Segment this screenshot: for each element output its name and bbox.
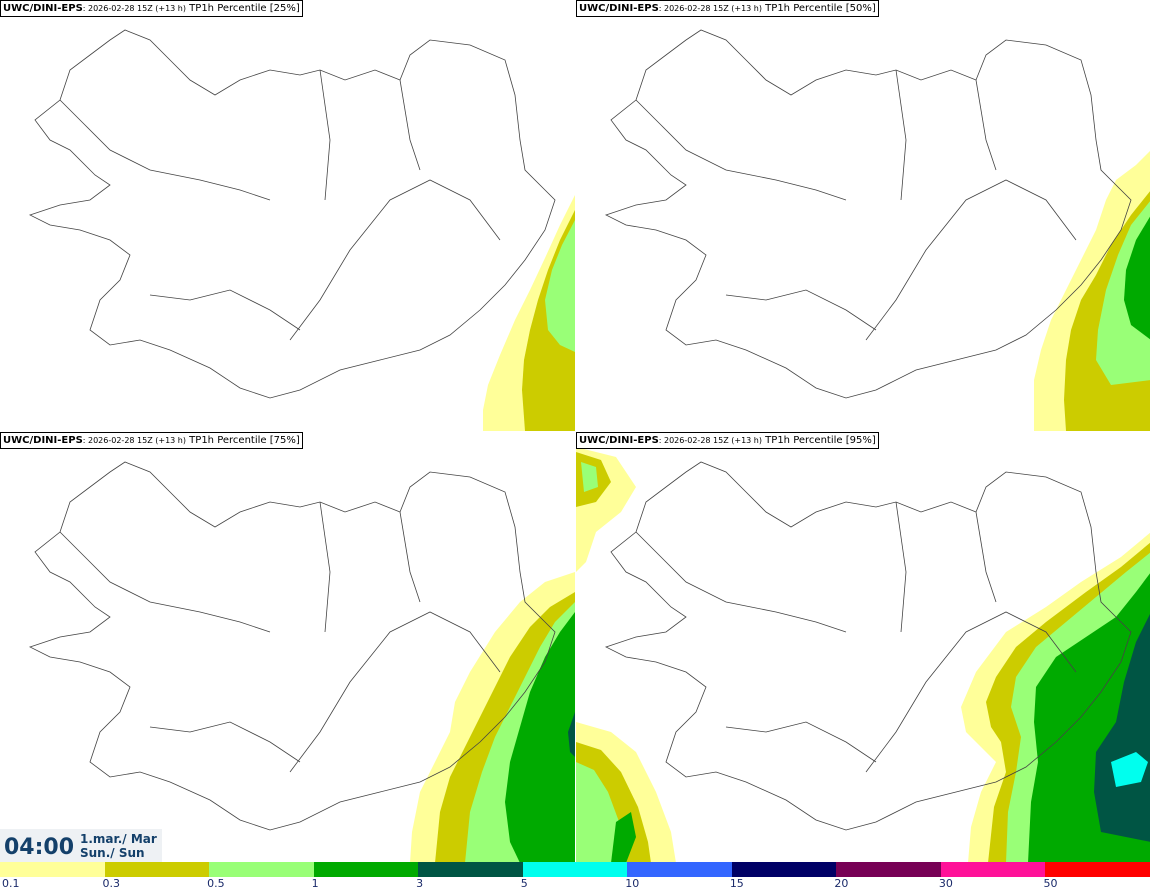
panel-title: UWC/DINI-EPS: 2026-02-28 15Z (+13 h) TP1… [576, 432, 879, 449]
valid-time-box: 04:00 1.mar./ Mar Sun./ Sun [0, 829, 162, 862]
legend-swatch [731, 862, 837, 877]
panel-title: UWC/DINI-EPS: 2026-02-28 15Z (+13 h) TP1… [0, 432, 303, 449]
panel-title: UWC/DINI-EPS: 2026-02-28 15Z (+13 h) TP1… [0, 0, 303, 17]
legend-label: 0.5 [207, 877, 225, 890]
precip-map [604, 29, 1150, 431]
color-legend: 0.1 0.3 0.5 1 3 5 10 15 20 30 50 [0, 862, 1150, 891]
legend-label: 50 [1043, 877, 1058, 890]
legend-swatch [313, 862, 419, 877]
legend-label: 30 [938, 877, 953, 890]
legend-label: 10 [625, 877, 640, 890]
legend-label: 0.3 [102, 877, 121, 890]
legend-label: 20 [834, 877, 849, 890]
valid-time: 04:00 [4, 835, 75, 860]
legend-swatch [418, 862, 523, 877]
legend-swatch [836, 862, 941, 877]
legend-swatches [0, 862, 1150, 877]
legend-label: 15 [729, 877, 744, 890]
legend-label: 5 [520, 877, 528, 890]
precip-map [28, 29, 575, 431]
valid-date-line1: 1.mar./ Mar [80, 832, 157, 846]
legend-swatch [627, 862, 732, 877]
panel-title: UWC/DINI-EPS: 2026-02-28 15Z (+13 h) TP1… [576, 0, 879, 17]
legend-swatch [104, 862, 210, 877]
valid-date-line2: Sun./ Sun [80, 846, 145, 860]
map-panel-p25: UWC/DINI-EPS: 2026-02-28 15Z (+13 h) TP1… [0, 0, 575, 431]
legend-swatch [940, 862, 1046, 877]
legend-label: 3 [416, 877, 424, 890]
legend-swatch [0, 862, 105, 877]
precip-map [576, 447, 1150, 863]
legend-swatch [1045, 862, 1150, 877]
map-panel-p75: UWC/DINI-EPS: 2026-02-28 15Z (+13 h) TP1… [0, 432, 575, 863]
legend-swatch [209, 862, 314, 877]
precip-map [28, 461, 575, 863]
map-panel-p95: UWC/DINI-EPS: 2026-02-28 15Z (+13 h) TP1… [576, 432, 1150, 863]
legend-swatch [522, 862, 628, 877]
legend-label: 1 [311, 877, 319, 890]
legend-label: 0.1 [2, 877, 20, 890]
map-panel-p50: UWC/DINI-EPS: 2026-02-28 15Z (+13 h) TP1… [576, 0, 1150, 431]
